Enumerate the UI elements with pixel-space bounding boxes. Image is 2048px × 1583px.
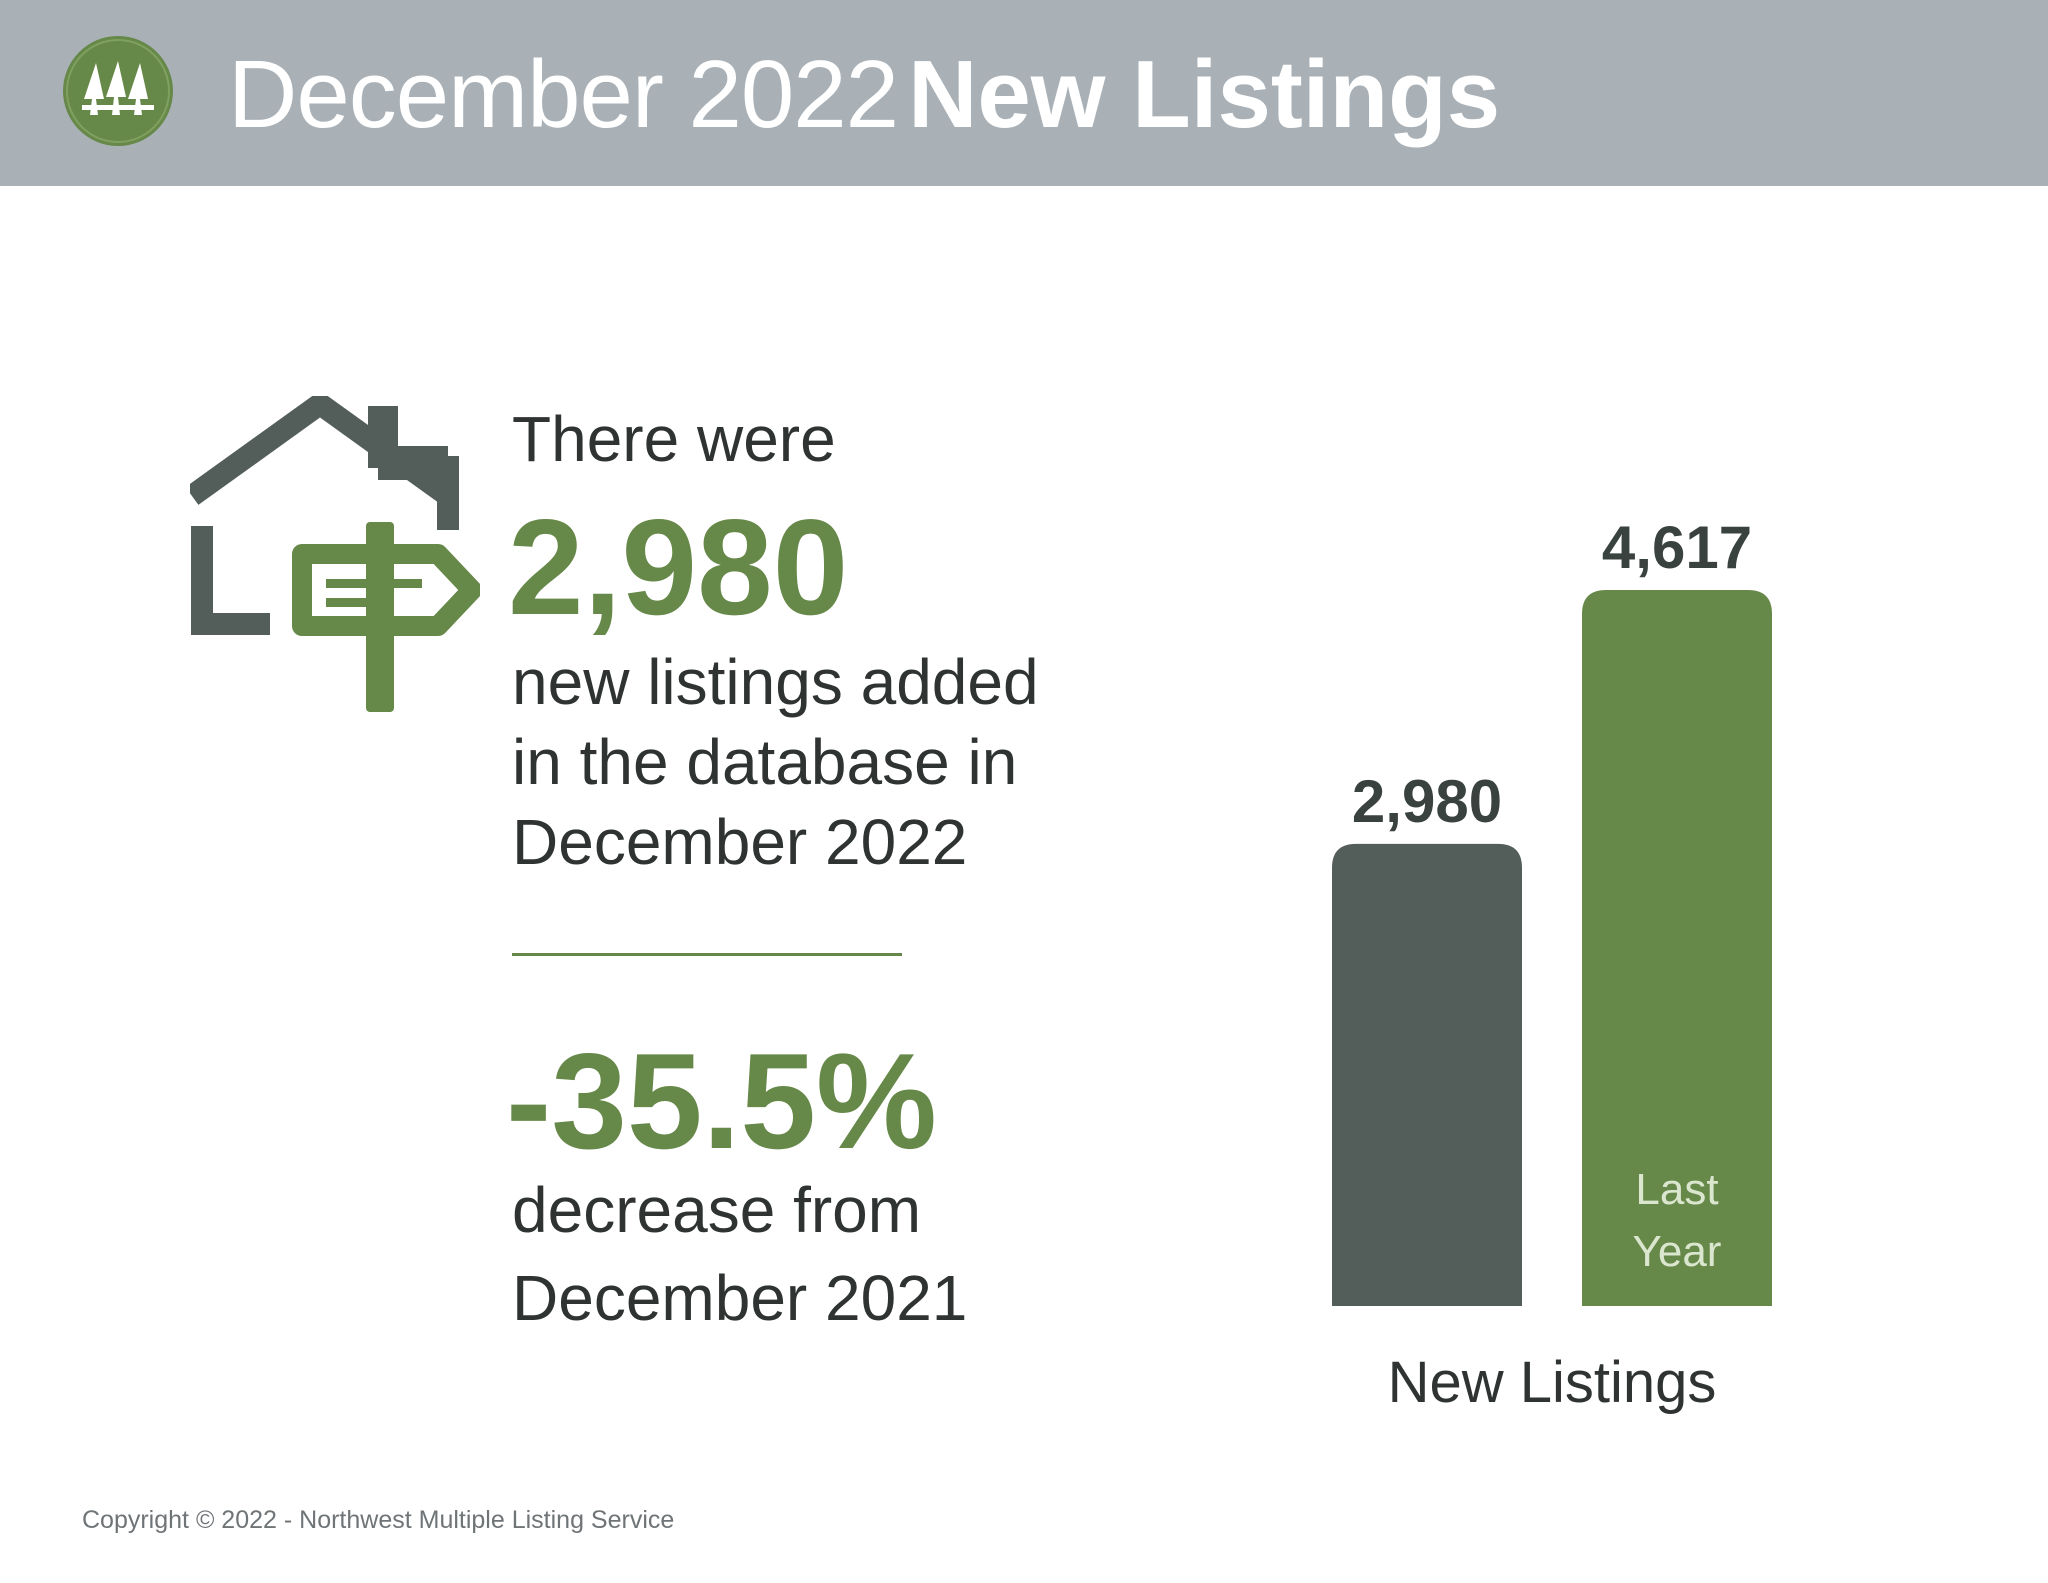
page-title: December 2022 New Listings xyxy=(228,40,1500,150)
new-listings-value: 2,980 xyxy=(508,491,849,643)
bar xyxy=(1332,843,1522,1306)
description-line: December 2022 xyxy=(512,806,968,878)
change-description: decrease from December 2021 xyxy=(512,1166,1012,1342)
listings-description: new listings added in the database in De… xyxy=(512,642,1072,882)
copyright-notice: Copyright © 2022 - Northwest Multiple Li… xyxy=(82,1506,675,1534)
x-axis-label: New Listings xyxy=(1388,1350,1717,1415)
new-listings-bar-chart: 2,980 4,617 Last Year New Listings xyxy=(1332,514,1772,1415)
bar-value-label: 2,980 xyxy=(1352,768,1502,835)
change-description-line: December 2021 xyxy=(512,1262,968,1334)
title-month: December 2022 xyxy=(228,41,899,148)
nwmls-trees-logo-icon xyxy=(63,36,173,146)
section-divider xyxy=(512,953,902,956)
title-topic: New Listings xyxy=(908,41,1501,148)
intro-text: There were xyxy=(512,403,836,475)
bar xyxy=(1582,590,1772,1306)
bar-inside-label: Year xyxy=(1633,1227,1722,1276)
bar-inside-label: Last xyxy=(1635,1165,1718,1214)
description-line: new listings added xyxy=(512,646,1039,718)
change-description-line: decrease from xyxy=(512,1174,922,1246)
header-banner: December 2022 New Listings xyxy=(0,0,2048,186)
description-line: in the database in xyxy=(512,726,1018,798)
house-with-signpost-icon xyxy=(190,396,480,712)
bar-value-label: 4,617 xyxy=(1602,514,1752,581)
percent-change: -35.5% xyxy=(506,1025,937,1177)
